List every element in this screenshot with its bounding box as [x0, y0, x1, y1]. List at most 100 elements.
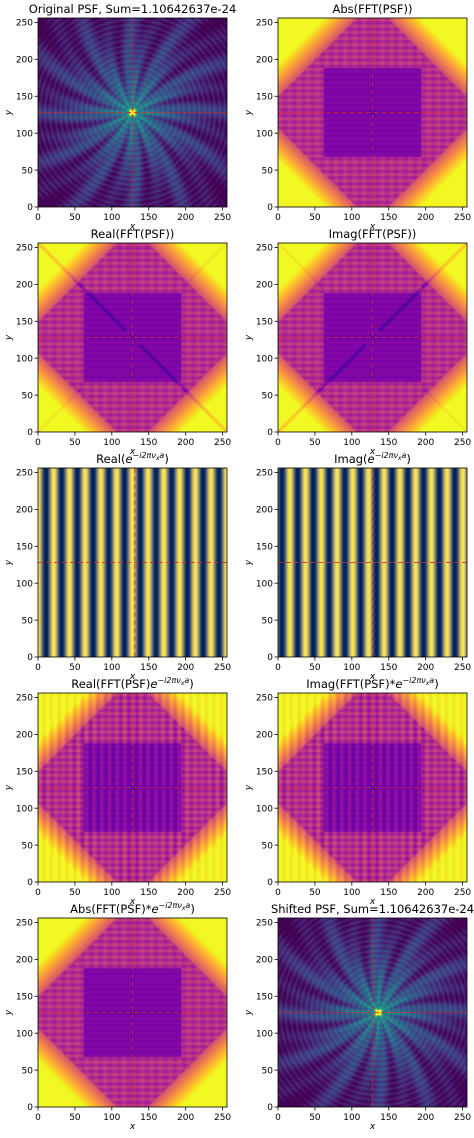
- x-tick-label: 200: [177, 1113, 194, 1123]
- y-tick-label: 200: [256, 956, 273, 966]
- panel-title: Abs(FFT(PSF)): [332, 2, 412, 16]
- heatmap-imagprod: [278, 693, 467, 882]
- panel-title: Imag(FFT(PSF)): [329, 227, 417, 241]
- x-tick-label: 0: [275, 663, 281, 673]
- x-tick-label: 200: [417, 1113, 434, 1123]
- x-tick-label: 100: [103, 438, 120, 448]
- heatmap-imagexp: [278, 468, 467, 657]
- x-tick-label: 250: [214, 1113, 231, 1123]
- x-axis-label: x: [369, 672, 376, 682]
- heatmap-imagfft: [278, 243, 467, 432]
- y-tick-label: 0: [27, 653, 33, 663]
- axes-frame: [37, 242, 228, 433]
- heatmap-realfft: [38, 243, 227, 432]
- x-tick-label: 200: [177, 663, 194, 673]
- x-tick-label: 250: [214, 663, 231, 673]
- x-tick-label: 200: [417, 663, 434, 673]
- y-tick-label: 100: [16, 1029, 33, 1039]
- x-tick-label: 250: [454, 888, 471, 898]
- x-tick-label: 250: [214, 438, 231, 448]
- x-tick-label: 250: [454, 438, 471, 448]
- panel-imagexp: 0 50 100 150 200 250 0 50 100 150 200 250 x y Imag(e−i…: [244, 451, 471, 682]
- y-tick-label: 100: [256, 129, 273, 139]
- x-tick-label: 150: [380, 438, 397, 448]
- y-tick-label: 200: [256, 731, 273, 741]
- y-tick-label: 250: [16, 469, 33, 479]
- y-tick-label: 100: [256, 1029, 273, 1039]
- x-tick-label: 50: [69, 663, 81, 673]
- x-tick-label: 250: [214, 888, 231, 898]
- axes-frame: [37, 917, 228, 1108]
- y-tick-label: 150: [256, 542, 273, 552]
- x-tick-label: 150: [140, 438, 157, 448]
- axes-frame: [277, 692, 468, 883]
- panel-title: Real(FFT(PSF)): [91, 227, 175, 241]
- y-tick-label: 150: [256, 992, 273, 1002]
- x-tick-label: 50: [309, 438, 321, 448]
- x-axis-label: x: [369, 222, 376, 232]
- axes-frame: [37, 692, 228, 883]
- y-axis-label: y: [4, 1009, 14, 1016]
- panel-imagfft: 0 50 100 150 200 250 0 50 100 150 200 250 x y Imag(FFT…: [244, 227, 471, 457]
- y-tick-label: 50: [22, 391, 34, 401]
- y-tick-label: 200: [16, 956, 33, 966]
- y-tick-label: 200: [16, 281, 33, 291]
- x-tick-label: 150: [380, 888, 397, 898]
- x-axis-label: x: [129, 1122, 136, 1132]
- y-axis-label: y: [244, 784, 254, 791]
- y-tick-label: 250: [256, 694, 273, 704]
- panel-title: Shifted PSF, Sum=1.10642637e-24: [271, 902, 474, 916]
- x-tick-label: 0: [35, 213, 41, 223]
- x-tick-label: 250: [214, 213, 231, 223]
- panel-absfft: 0 50 100 150 200 250 0 50 100 150 200 250 x y Abs(FFT(…: [244, 2, 471, 232]
- x-tick-label: 0: [275, 438, 281, 448]
- x-axis-label: x: [369, 897, 376, 907]
- y-tick-label: 250: [16, 19, 33, 29]
- x-tick-label: 50: [309, 888, 321, 898]
- panel-title: Real(e−i2πνxa): [96, 451, 169, 466]
- x-tick-label: 0: [35, 438, 41, 448]
- y-tick-label: 100: [16, 804, 33, 814]
- y-tick-label: 250: [256, 244, 273, 254]
- y-tick-label: 100: [16, 354, 33, 364]
- y-tick-label: 50: [262, 616, 274, 626]
- y-tick-label: 50: [22, 166, 34, 176]
- y-axis-label: y: [4, 334, 14, 341]
- x-tick-label: 100: [103, 213, 120, 223]
- x-tick-label: 150: [140, 213, 157, 223]
- y-axis-label: y: [244, 559, 254, 566]
- y-axis-label: y: [244, 1009, 254, 1016]
- x-tick-label: 0: [275, 1113, 281, 1123]
- y-tick-label: 100: [16, 579, 33, 589]
- y-tick-label: 50: [22, 1066, 34, 1076]
- y-tick-label: 150: [16, 317, 33, 327]
- y-tick-label: 50: [22, 616, 34, 626]
- axes-frame: [37, 17, 228, 208]
- x-tick-label: 50: [69, 888, 81, 898]
- axes-frame: [37, 467, 228, 658]
- x-tick-label: 100: [103, 663, 120, 673]
- x-tick-label: 250: [454, 213, 471, 223]
- x-axis-label: x: [369, 1122, 376, 1132]
- x-axis-label: x: [129, 672, 136, 682]
- axes-frame: [277, 17, 468, 208]
- y-tick-label: 50: [22, 841, 34, 851]
- y-tick-label: 0: [267, 653, 273, 663]
- axes-frame: [277, 242, 468, 433]
- y-tick-label: 100: [16, 129, 33, 139]
- y-tick-label: 50: [262, 841, 274, 851]
- heatmap-realprod: [38, 693, 227, 882]
- panel-absprod: 0 50 100 150 200 250 0 50 100 150 200 250 x y Abs(FFT(…: [4, 901, 231, 1132]
- heatmap-absfft: [278, 18, 467, 207]
- y-tick-label: 0: [267, 1103, 273, 1113]
- x-tick-label: 100: [103, 888, 120, 898]
- y-tick-label: 200: [256, 281, 273, 291]
- y-tick-label: 200: [16, 506, 33, 516]
- x-tick-label: 200: [417, 438, 434, 448]
- x-tick-label: 100: [103, 1113, 120, 1123]
- y-tick-label: 250: [16, 694, 33, 704]
- y-tick-label: 0: [27, 428, 33, 438]
- x-tick-label: 0: [35, 888, 41, 898]
- y-axis-label: y: [244, 334, 254, 341]
- x-tick-label: 200: [177, 213, 194, 223]
